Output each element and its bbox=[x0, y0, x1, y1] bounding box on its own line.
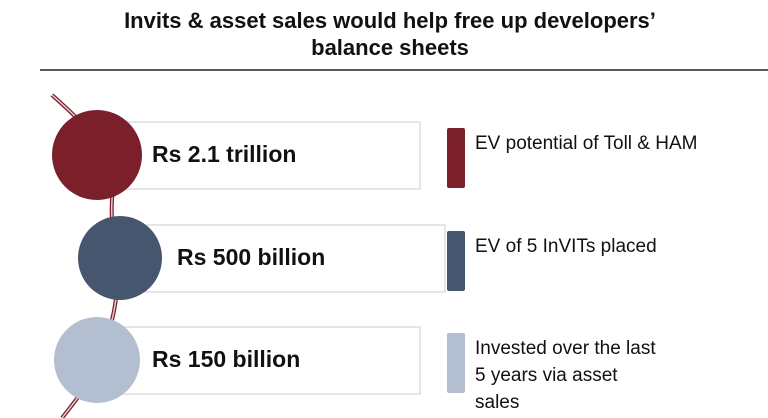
value-box bbox=[119, 121, 421, 190]
circle bbox=[54, 317, 140, 403]
legend-text: EV of 5 InVITs placed bbox=[475, 236, 657, 257]
legend-bar bbox=[447, 128, 465, 188]
value-text: Rs 2.1 trillion bbox=[152, 141, 296, 167]
title: Invits & asset sales would help free up … bbox=[124, 8, 656, 33]
legend-text: Invested over the last bbox=[475, 338, 656, 359]
value-text: Rs 150 billion bbox=[152, 346, 300, 372]
title: balance sheets bbox=[311, 35, 469, 60]
value-box bbox=[144, 224, 446, 293]
value-text: Rs 500 billion bbox=[177, 244, 325, 270]
circle bbox=[78, 216, 162, 300]
legend-bar bbox=[447, 231, 465, 291]
legend-text: 5 years via asset bbox=[475, 365, 618, 386]
legend-bar bbox=[447, 333, 465, 393]
legend-text: sales bbox=[475, 392, 519, 413]
value-box bbox=[119, 326, 421, 395]
circle bbox=[52, 110, 142, 200]
legend-text: EV potential of Toll & HAM bbox=[475, 133, 697, 154]
